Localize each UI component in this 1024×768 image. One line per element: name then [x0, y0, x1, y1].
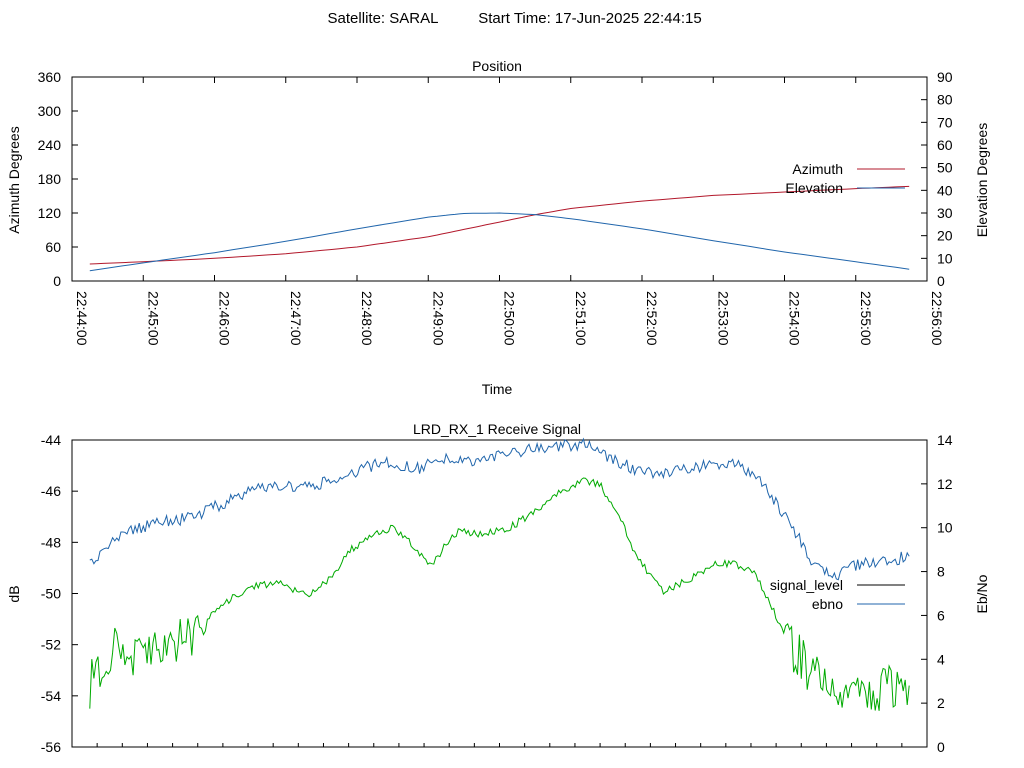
x-tick-label: 22:46:00 — [217, 291, 233, 346]
y2-tick-label: 12 — [937, 476, 953, 492]
position-chart-title: Position — [472, 58, 522, 74]
y2-tick-label: 10 — [937, 250, 953, 266]
receive-signal-chart-title: LRD_RX_1 Receive Signal — [413, 421, 581, 437]
x-tick-label: 22:51:00 — [573, 291, 589, 346]
y2-tick-label: 30 — [937, 205, 953, 221]
db-axis-label: dB — [6, 585, 22, 602]
legend-label-ebno: ebno — [812, 596, 843, 612]
y2-tick-label: 10 — [937, 520, 953, 536]
y2-tick-label: 70 — [937, 114, 953, 130]
satellite-label: Satellite: SARAL — [328, 10, 439, 27]
x-tick-label: 22:53:00 — [715, 291, 731, 346]
y-tick-label: -56 — [41, 739, 61, 755]
receive-signal-legend: signal_level ebno — [770, 577, 905, 612]
y2-tick-label: 14 — [937, 432, 953, 448]
receive-signal-plot-area — [71, 439, 928, 748]
y-tick-label: -50 — [41, 586, 61, 602]
ebno-axis-label: Eb/No — [974, 574, 990, 613]
y-tick-label: -44 — [41, 432, 61, 448]
y2-tick-label: 20 — [937, 228, 953, 244]
y-tick-label: -52 — [41, 637, 61, 653]
y2-tick-label: 40 — [937, 182, 953, 198]
y2-tick-label: 60 — [937, 137, 953, 153]
y2-tick-label: 6 — [937, 607, 945, 623]
series-line-ebno — [89, 437, 910, 581]
series-line-elevation — [89, 212, 910, 272]
y-tick-label: 120 — [38, 205, 62, 221]
y2-tick-label: 0 — [937, 273, 945, 289]
y-tick-label: -46 — [41, 483, 61, 499]
y2-tick-label: 0 — [937, 739, 945, 755]
position-plot-area — [71, 76, 928, 282]
position-chart: Position 0 60 120 180 240 300 360 0 10 20 30 40 50 6… — [6, 58, 990, 397]
y2-tick-label: 50 — [937, 160, 953, 176]
x-tick-label: 22:49:00 — [430, 291, 446, 346]
legend-label-azimuth: Azimuth — [792, 161, 843, 177]
y-tick-label: -48 — [41, 534, 61, 550]
start-time-label: Start Time: 17-Jun-2025 22:44:15 — [478, 10, 701, 27]
x-tick-label: 22:47:00 — [288, 291, 304, 346]
legend-label-elevation: Elevation — [785, 180, 843, 196]
y-tick-label: -54 — [41, 688, 61, 704]
time-axis-label: Time — [482, 381, 513, 397]
azimuth-axis-label: Azimuth Degrees — [6, 126, 22, 233]
y2-tick-label: 8 — [937, 564, 945, 580]
db-axis: -56 -54 -52 -50 -48 -46 -44 — [41, 432, 78, 755]
y2-tick-label: 2 — [937, 695, 945, 711]
position-legend: Azimuth Elevation — [785, 161, 905, 196]
x-tick-label: 22:44:00 — [74, 291, 90, 346]
minor-time-axis — [96, 743, 903, 747]
y-tick-label: 240 — [38, 137, 62, 153]
y-tick-label: 180 — [38, 171, 62, 187]
series-line-signal-level — [89, 477, 910, 711]
series-line-azimuth — [89, 185, 910, 265]
x-tick-label: 22:50:00 — [502, 291, 518, 346]
y2-tick-label: 90 — [937, 69, 953, 85]
x-tick-label: 22:56:00 — [929, 291, 945, 346]
x-tick-label: 22:45:00 — [145, 291, 161, 346]
receive-signal-series — [89, 437, 910, 711]
x-tick-label: 22:54:00 — [787, 291, 803, 346]
y2-tick-label: 4 — [937, 651, 945, 667]
x-tick-label: 22:55:00 — [858, 291, 874, 346]
y2-tick-label: 80 — [937, 92, 953, 108]
x-tick-label: 22:52:00 — [644, 291, 660, 346]
y-tick-label: 0 — [53, 273, 61, 289]
y-tick-label: 300 — [38, 103, 62, 119]
legend-label-signal-level: signal_level — [770, 577, 843, 593]
y-tick-label: 360 — [38, 69, 62, 85]
time-axis: 22:44:00 22:45:00 22:46:00 22:47:00 22:48:00… — [71, 77, 945, 346]
ebno-axis: 0 2 4 6 8 10 12 14 — [921, 432, 953, 755]
y-tick-label: 60 — [45, 239, 61, 255]
x-tick-label: 22:48:00 — [359, 291, 375, 346]
elevation-axis-label: Elevation Degrees — [974, 123, 990, 237]
azimuth-axis: 0 60 120 180 240 300 360 — [38, 69, 78, 289]
elevation-axis: 0 10 20 30 40 50 60 70 80 90 — [921, 69, 953, 289]
receive-signal-chart: LRD_RX_1 Receive Signal -56-54-52-50-48-… — [6, 421, 990, 755]
position-series — [89, 185, 910, 272]
